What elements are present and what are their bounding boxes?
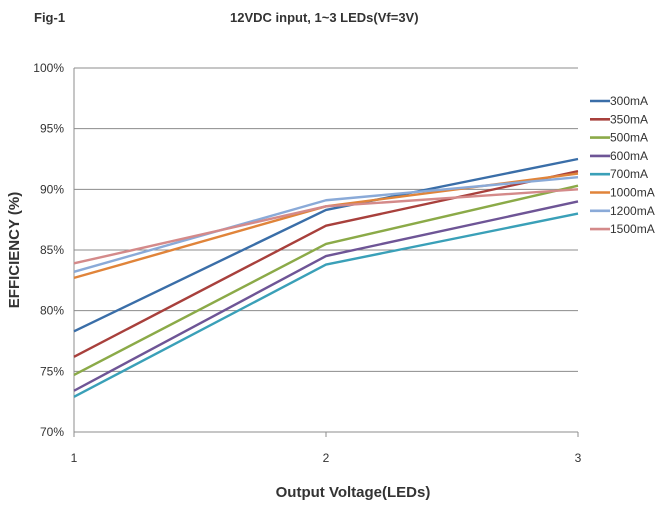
legend-label: 1500mA bbox=[610, 222, 655, 236]
legend-label: 600mA bbox=[610, 149, 648, 163]
series-line-600mA bbox=[73, 200, 579, 392]
y-tick-label: 80% bbox=[40, 304, 64, 318]
legend-label: 500mA bbox=[610, 131, 648, 145]
legend-label: 1200mA bbox=[610, 204, 655, 218]
y-axis-title: EFFICIENCY (%) bbox=[6, 192, 23, 308]
series-line-350mA bbox=[73, 169, 579, 358]
chart-title: 12VDC input, 1~3 LEDs(Vf=3V) bbox=[230, 10, 419, 25]
legend-label: 700mA bbox=[610, 167, 648, 181]
y-tick-label: 100% bbox=[33, 61, 64, 75]
series-line-300mA bbox=[73, 157, 579, 333]
y-tick-label: 75% bbox=[40, 364, 64, 378]
series-line-1200mA bbox=[73, 176, 579, 273]
legend-label: 300mA bbox=[610, 94, 648, 108]
series-line-1500mA bbox=[73, 188, 579, 265]
x-axis-title: Output Voltage(LEDs) bbox=[276, 484, 431, 501]
y-tick-label: 90% bbox=[40, 182, 64, 196]
y-tick-label: 85% bbox=[40, 243, 64, 257]
series-line-700mA bbox=[73, 212, 579, 398]
y-tick-label: 95% bbox=[40, 122, 64, 136]
legend-label: 350mA bbox=[610, 112, 648, 126]
legend-label: 1000mA bbox=[610, 186, 655, 200]
axes bbox=[73, 68, 579, 437]
legend: 300mA 350mA 500mA 600mA 700mA 1000mA 1200mA 150… bbox=[590, 94, 655, 236]
x-tick-label: 2 bbox=[323, 451, 330, 465]
y-tick-label: 70% bbox=[40, 425, 64, 439]
x-tick-label: 1 bbox=[71, 451, 78, 465]
series-lines bbox=[73, 157, 579, 398]
series-line-500mA bbox=[73, 184, 579, 377]
x-tick-label: 3 bbox=[575, 451, 582, 465]
figure-label: Fig-1 bbox=[34, 10, 66, 25]
tick-labels: 70% 75% 80% 85% 90% 95% 100% 1 2 3 bbox=[33, 61, 581, 465]
